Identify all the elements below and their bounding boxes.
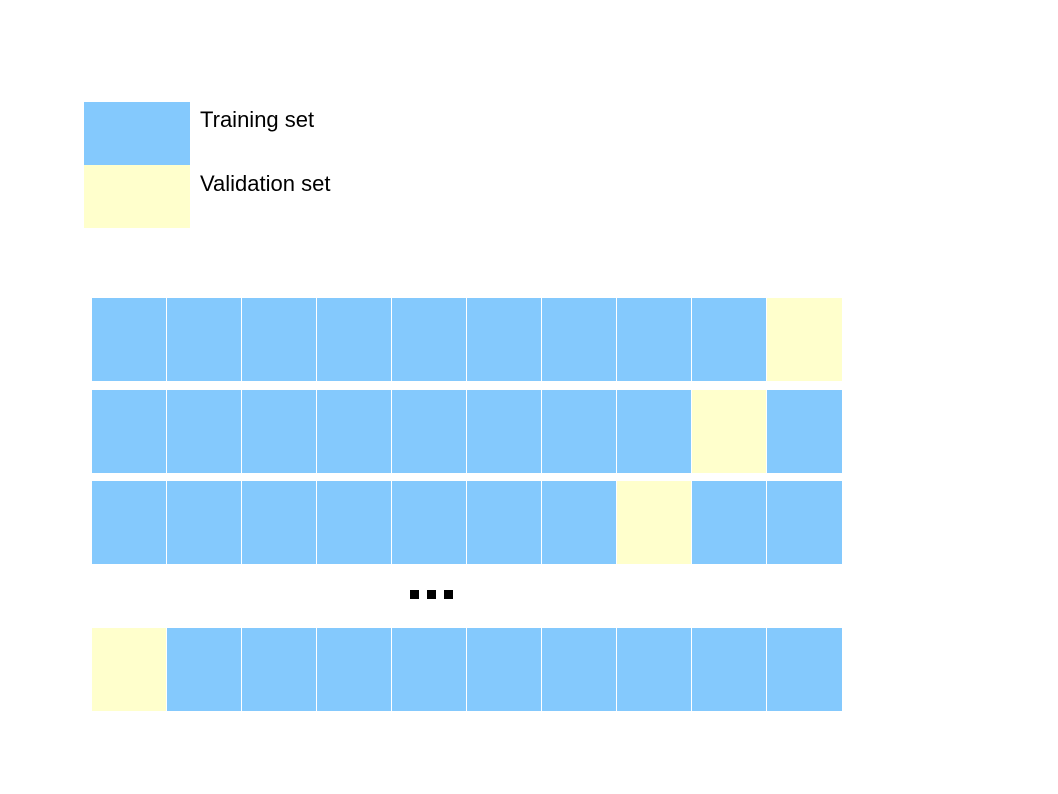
training-cell <box>392 628 467 711</box>
fold-row <box>92 628 842 711</box>
training-cell <box>467 628 542 711</box>
validation-cell <box>692 390 767 473</box>
training-cell <box>767 481 842 564</box>
training-cell <box>767 390 842 473</box>
validation-cell <box>767 298 842 381</box>
ellipsis-dot <box>410 590 419 599</box>
legend-swatch-training <box>84 102 190 165</box>
training-cell <box>392 298 467 381</box>
training-cell <box>692 298 767 381</box>
training-cell <box>167 628 242 711</box>
fold-row <box>92 481 842 564</box>
training-cell <box>242 298 317 381</box>
training-cell <box>692 481 767 564</box>
training-cell <box>242 481 317 564</box>
training-cell <box>317 298 392 381</box>
training-cell <box>392 481 467 564</box>
legend-swatch-validation <box>84 165 190 228</box>
ellipsis-dot <box>444 590 453 599</box>
fold-row <box>92 298 842 381</box>
training-cell <box>617 628 692 711</box>
training-cell <box>542 628 617 711</box>
training-cell <box>542 298 617 381</box>
training-cell <box>317 481 392 564</box>
training-cell <box>167 390 242 473</box>
training-cell <box>617 298 692 381</box>
training-cell <box>242 628 317 711</box>
legend-label-training: Training set <box>200 107 315 132</box>
validation-cell <box>92 628 167 711</box>
validation-cell <box>617 481 692 564</box>
training-cell <box>767 628 842 711</box>
training-cell <box>92 481 167 564</box>
fold-row <box>92 390 842 473</box>
ellipsis-icon <box>410 590 453 599</box>
training-cell <box>542 390 617 473</box>
training-cell <box>317 390 392 473</box>
training-cell <box>242 390 317 473</box>
legend-label-validation: Validation set <box>200 171 331 196</box>
training-cell <box>392 390 467 473</box>
training-cell <box>92 390 167 473</box>
training-cell <box>467 481 542 564</box>
training-cell <box>467 390 542 473</box>
training-cell <box>317 628 392 711</box>
training-cell <box>167 298 242 381</box>
training-cell <box>167 481 242 564</box>
training-cell <box>542 481 617 564</box>
training-cell <box>467 298 542 381</box>
ellipsis-dot <box>427 590 436 599</box>
training-cell <box>692 628 767 711</box>
training-cell <box>92 298 167 381</box>
training-cell <box>617 390 692 473</box>
